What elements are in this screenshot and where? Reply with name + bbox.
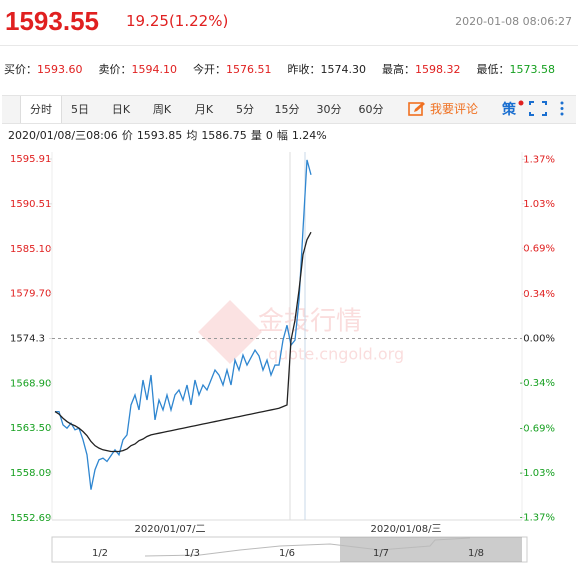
y-tick-label: 1563.50	[10, 423, 51, 434]
quote-item: 最低：1573.58	[477, 61, 556, 77]
tab[interactable]: 30分	[316, 103, 342, 116]
quote-item: 最高：1598.32	[382, 61, 461, 77]
info-value: 1586.75	[201, 129, 247, 142]
y2-tick-label: -0.34%	[520, 378, 555, 389]
navigator-line	[144, 537, 471, 557]
y2-tick-label: 0.34%	[523, 289, 555, 300]
quote-item: 卖价：1594.10	[99, 61, 178, 77]
quote-value: 1593.60	[37, 63, 83, 76]
info-value: 0	[265, 129, 273, 142]
quote-label: 最高：	[382, 63, 415, 76]
y2-tick-label: 1.37%	[523, 154, 555, 165]
quote-value: 1573.58	[509, 63, 556, 76]
tab[interactable]: 月K	[194, 103, 214, 116]
navigator-label: 1/2	[92, 548, 108, 559]
tab[interactable]: 周K	[152, 103, 172, 116]
comment-icon[interactable]	[408, 101, 426, 117]
strategy-button[interactable]: 策	[502, 102, 516, 118]
price-line	[54, 231, 312, 453]
quote-item: 昨收：1574.30	[288, 61, 367, 77]
tab[interactable]: 15分	[274, 103, 300, 116]
comment-button[interactable]: 我要评论	[430, 102, 479, 116]
info-label: 价	[121, 129, 133, 142]
divider	[0, 45, 578, 46]
y-tick-label: 1568.90	[10, 378, 51, 389]
quote-label: 今开：	[193, 63, 226, 76]
tab[interactable]: 分时	[20, 96, 62, 123]
quote-label: 昨收：	[287, 63, 321, 76]
navigator[interactable]	[51, 536, 528, 563]
y-tick-label: 1552.69	[10, 513, 51, 524]
y-tick-label: 1579.70	[10, 289, 51, 300]
session-label: 2020/01/08/三	[370, 524, 441, 535]
info-line: 2020/01/08/三08:06 价 1593.85 均 1586.75 量 0 幅 1.24…	[8, 127, 331, 143]
navigator-label: 1/7	[373, 548, 389, 559]
tab[interactable]: 日K	[111, 103, 131, 116]
tab[interactable]: 5日	[71, 103, 89, 116]
icon-box	[408, 102, 423, 116]
info-value: 1.24%	[291, 129, 327, 142]
y2-tick-label: 0.69%	[523, 243, 555, 254]
toolbar-icons	[518, 100, 564, 116]
navigator-label: 1/3	[184, 548, 200, 559]
info-time: 2020/01/08/三08:06	[8, 129, 118, 142]
quote-time: 2020-01-08 08:06:27	[455, 15, 572, 28]
session-label: 2020/01/07/二	[134, 524, 205, 535]
quote-item: 买价：1593.60	[4, 61, 83, 77]
navigator-label: 1/8	[468, 548, 484, 559]
quote-value: 1594.10	[131, 63, 178, 76]
price-line	[55, 159, 312, 490]
y-tick-label: 1574.3	[10, 333, 45, 344]
y-tick-label: 1595.91	[10, 154, 51, 165]
y-tick-label: 1585.10	[10, 244, 51, 255]
y-tick-label: 1558.09	[10, 468, 51, 479]
more-icon[interactable]	[560, 101, 564, 116]
info-value: 1593.85	[136, 129, 183, 142]
navigator-window[interactable]	[340, 537, 522, 562]
quote-row: 买价：1593.60 卖价：1594.10 今开：1576.51 昨收：1574.30…	[4, 61, 571, 77]
watermark-url: quote.cngold.org	[268, 345, 404, 364]
quote-label: 买价：	[4, 63, 37, 76]
info-label: 量	[250, 129, 262, 142]
fullscreen-icon[interactable]	[529, 101, 547, 116]
y2-tick-label: 1.03%	[523, 199, 555, 210]
badge-dot	[518, 100, 524, 106]
icon-pen	[414, 102, 425, 112]
last-price: 1593.55	[5, 6, 99, 36]
y2-tick-label: 0.00%	[523, 333, 555, 344]
y2-tick-label: -1.03%	[520, 468, 555, 479]
tab-bar: 分时 5日 日K 周K 月K 5分 15分 30分 60分	[2, 95, 576, 124]
quote-value: 1576.51	[226, 63, 272, 76]
info-label: 均	[186, 129, 198, 142]
y-tick-label: 1590.51	[10, 199, 51, 210]
quote-label: 卖价：	[98, 63, 132, 76]
tab[interactable]: 5分	[236, 103, 254, 116]
watermark-name: 金投行情	[258, 307, 362, 337]
navigator-label: 1/6	[279, 548, 295, 559]
watermark-logo	[198, 300, 262, 364]
y2-tick-label: -1.37%	[520, 513, 555, 524]
quote-value: 1574.30	[320, 63, 367, 76]
info-label: 幅	[276, 129, 288, 142]
tab[interactable]: 60分	[358, 103, 384, 116]
price-change: 19.25(1.22%)	[126, 12, 229, 30]
y2-tick-label: -0.69%	[520, 424, 555, 435]
quote-label: 最低：	[476, 63, 510, 76]
quote-item: 今开：1576.51	[193, 61, 272, 77]
quote-value: 1598.32	[415, 63, 461, 76]
